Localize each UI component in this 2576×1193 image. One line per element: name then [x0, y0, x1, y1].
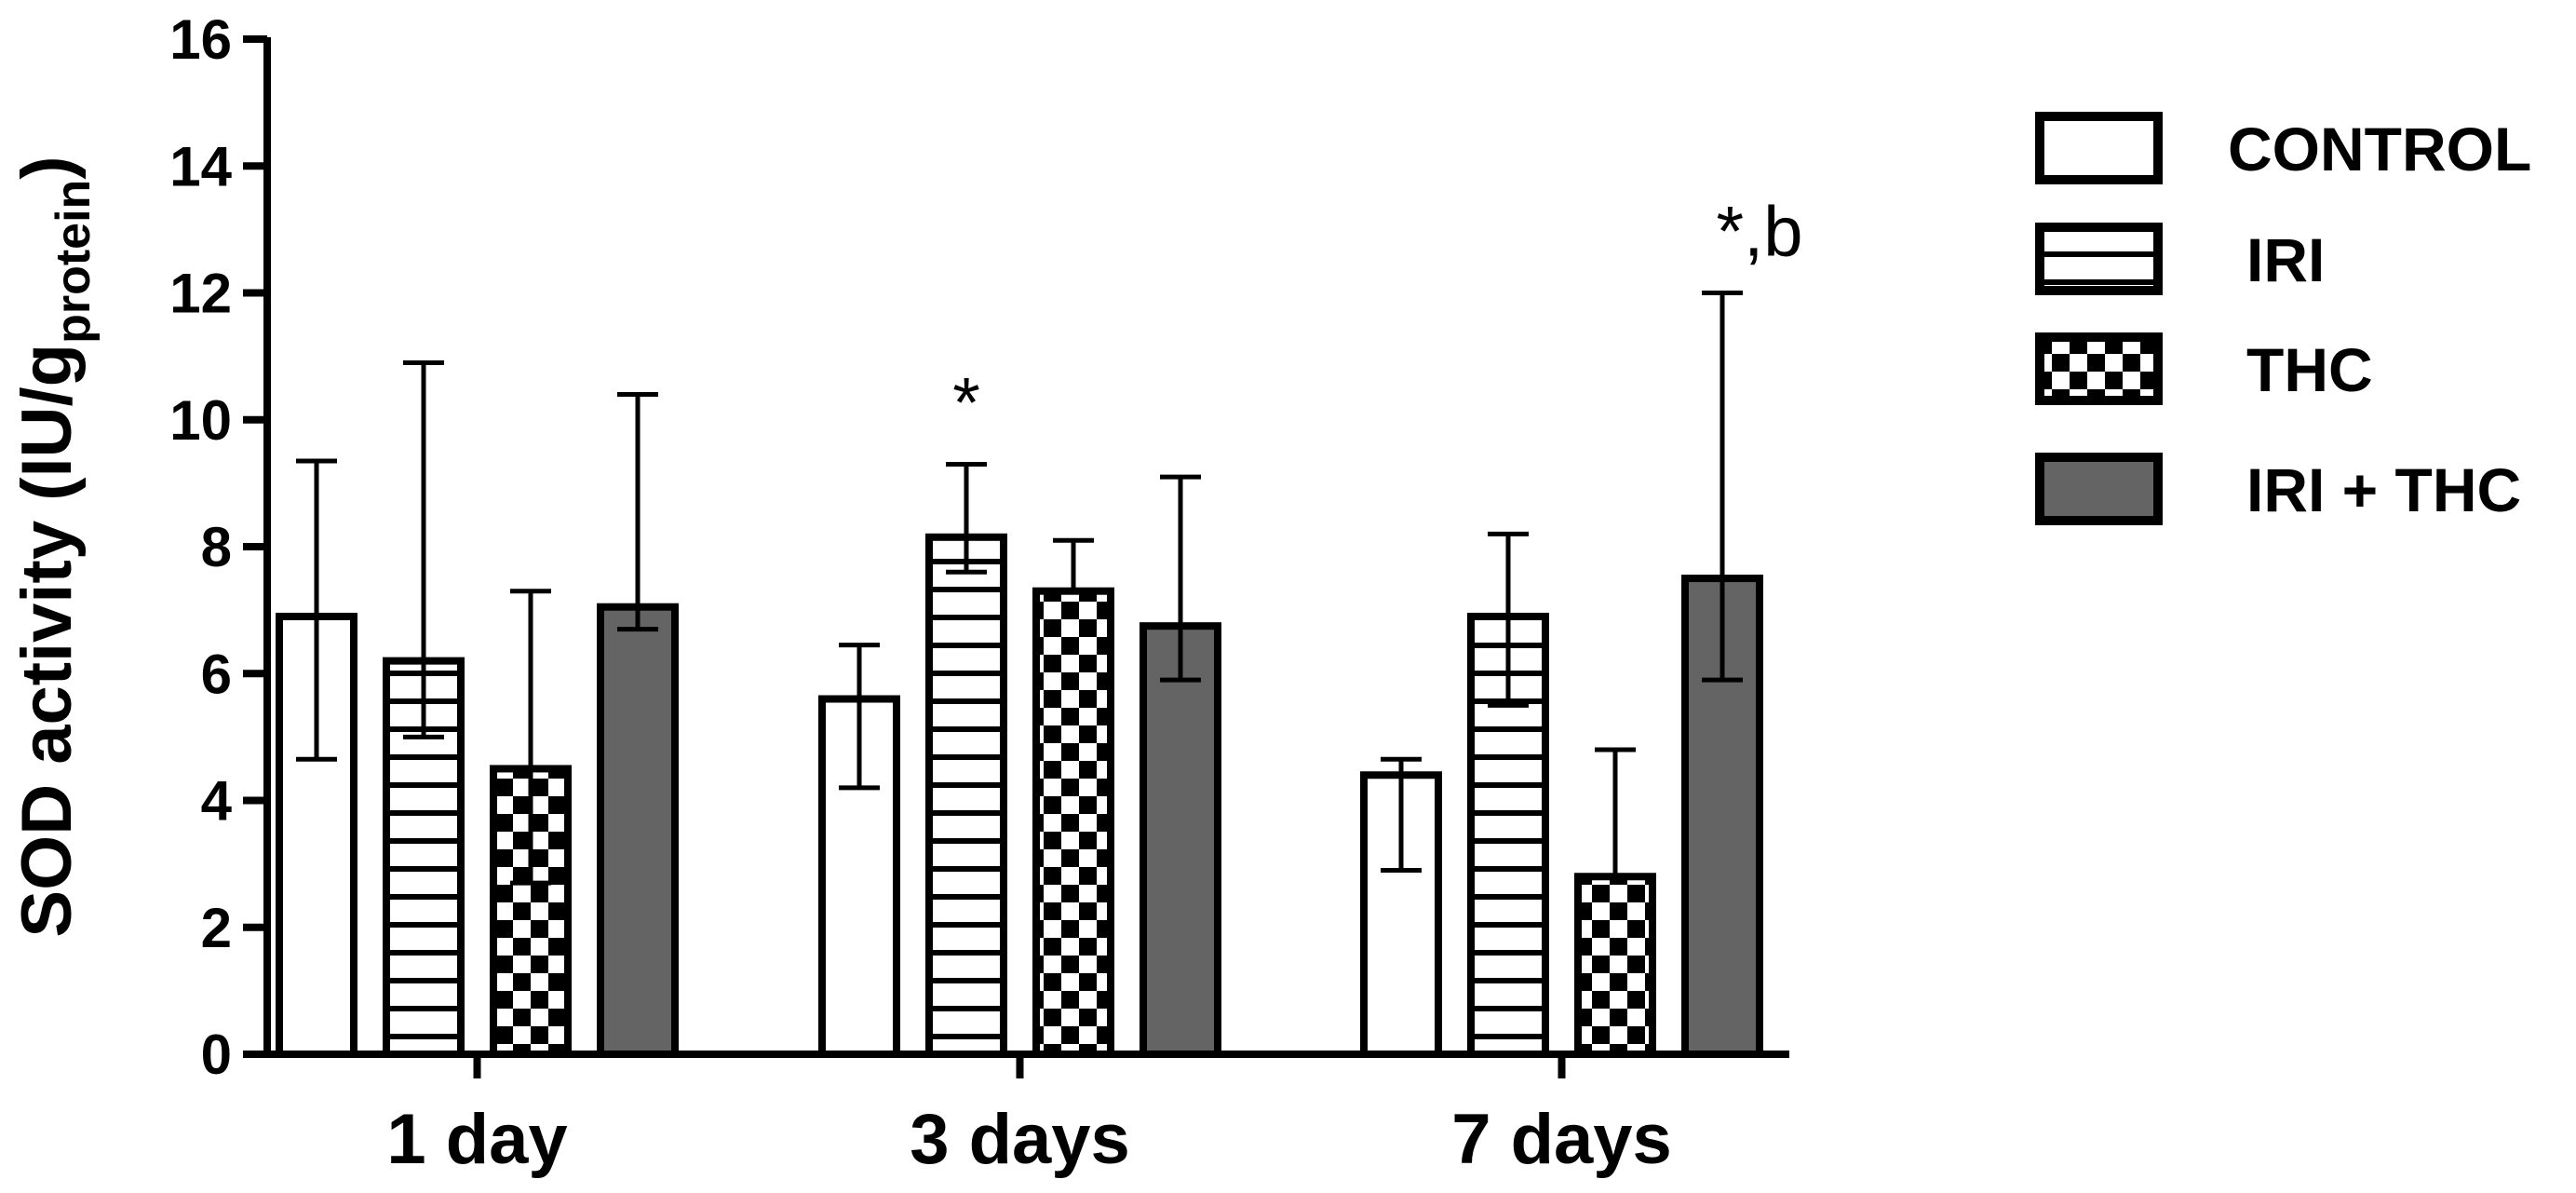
y-axis-label: SOD activity (IU/gprotein) [7, 156, 101, 937]
legend-label: IRI + THC [2246, 455, 2521, 524]
significance-annotation: * [952, 363, 980, 442]
legend-swatch [2035, 453, 2163, 525]
x-axis: 1 day 3 days 7 days [263, 1051, 1789, 1179]
bar [818, 695, 900, 1058]
x-tick-label: 3 days [910, 1100, 1130, 1179]
bars [276, 291, 1763, 1058]
y-axis: 0 2 4 6 8 10 12 14 16 [169, 8, 271, 1086]
legend-label: THC [2246, 335, 2373, 404]
bar [1032, 587, 1114, 1058]
x-tick-label: 1 day [386, 1100, 567, 1179]
legend-swatch [2035, 112, 2163, 184]
bar [597, 603, 679, 1058]
bar [1140, 622, 1221, 1058]
y-tick-label: 2 [201, 897, 232, 959]
y-tick-label: 12 [169, 263, 232, 325]
bar [925, 533, 1007, 1058]
y-tick-label: 10 [169, 389, 232, 452]
x-tick-label: 7 days [1451, 1100, 1672, 1179]
significance-annotation: *,b [1717, 193, 1803, 272]
annotations: * *,b [952, 193, 1802, 443]
legend-swatch [2035, 223, 2163, 295]
y-tick-label: 6 [201, 643, 232, 705]
legend: CONTROL IRI THC IRI + THC [2035, 112, 2531, 525]
legend-label: IRI [2246, 225, 2325, 294]
y-tick-label: 16 [169, 8, 232, 71]
bar [1574, 873, 1656, 1058]
y-tick-label: 0 [201, 1024, 232, 1086]
y-tick-label: 4 [201, 770, 233, 833]
bar [276, 612, 357, 1058]
legend-label: CONTROL [2228, 115, 2531, 183]
y-tick-label: 14 [169, 135, 232, 197]
legend-swatch [2035, 332, 2163, 405]
y-tick-label: 8 [201, 516, 232, 578]
